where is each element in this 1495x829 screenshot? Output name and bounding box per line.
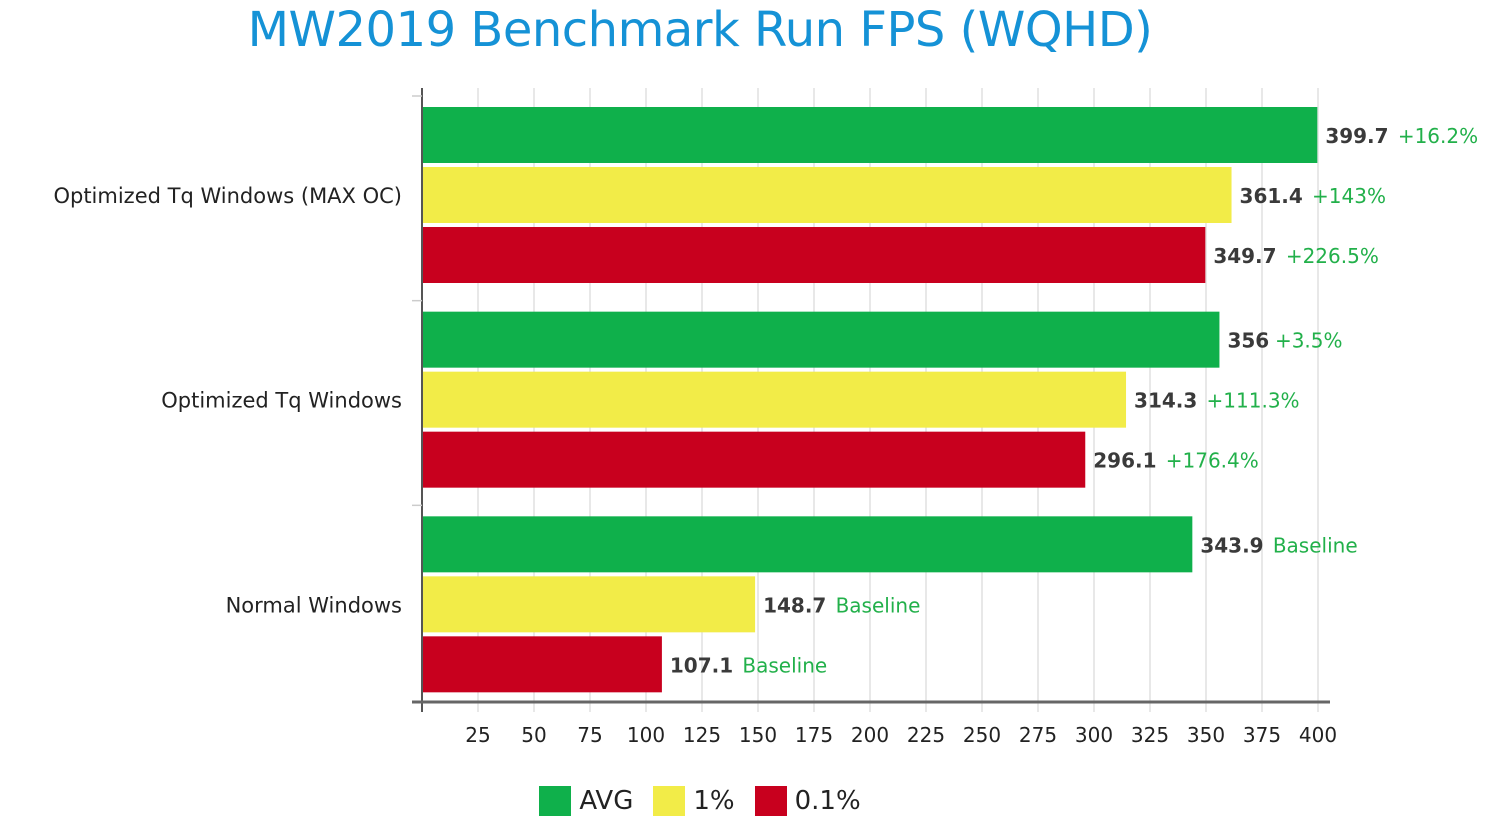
chart-title: MW2019 Benchmark Run FPS (WQHD) — [247, 2, 1153, 58]
legend-item-avg[interactable]: AVG — [539, 786, 633, 816]
legend-label-avg: AVG — [579, 786, 634, 816]
bar[interactable] — [423, 227, 1206, 283]
x-tick-label: 275 — [1019, 723, 1057, 747]
bars — [423, 107, 1318, 693]
change-annotation: +16.2% — [1398, 124, 1478, 148]
bar[interactable] — [423, 431, 1086, 488]
category-label: Optimized Tq Windows — [161, 389, 402, 413]
legend-label-1pct: 1% — [693, 786, 735, 816]
value-label: 356 — [1227, 329, 1269, 353]
bar[interactable] — [423, 636, 662, 693]
change-annotation: +226.5% — [1286, 244, 1379, 268]
value-label: 148.7 — [763, 593, 826, 617]
x-tick-label: 125 — [683, 723, 721, 747]
change-annotation: Baseline — [836, 593, 921, 617]
x-tick-label: 175 — [795, 723, 833, 747]
change-annotation: +3.5% — [1275, 329, 1343, 353]
legend-swatch-avg — [539, 786, 572, 816]
x-tick-label: 300 — [1075, 723, 1113, 747]
bar[interactable] — [423, 371, 1127, 428]
x-tick-label: 325 — [1131, 723, 1169, 747]
x-tick-label: 250 — [963, 723, 1001, 747]
x-tick-label: 75 — [577, 723, 602, 747]
bar[interactable] — [423, 311, 1220, 368]
axes — [412, 88, 1330, 712]
value-label: 107.1 — [670, 653, 733, 677]
change-annotation: +143% — [1312, 184, 1386, 208]
x-tick-label: 200 — [851, 723, 889, 747]
x-tick-label: 350 — [1187, 723, 1225, 747]
value-label: 361.4 — [1240, 184, 1303, 208]
x-tick-label: 150 — [739, 723, 777, 747]
legend-label-0-1pct: 0.1% — [794, 786, 861, 816]
change-annotation: +176.4% — [1166, 449, 1259, 473]
bar[interactable] — [423, 516, 1193, 573]
legend-swatch-0-1pct — [754, 786, 787, 816]
category-label: Normal Windows — [226, 593, 402, 617]
legend-item-0-1pct[interactable]: 0.1% — [754, 786, 861, 816]
x-tick-label: 25 — [465, 723, 490, 747]
bar[interactable] — [423, 576, 756, 633]
value-label: 296.1 — [1093, 449, 1156, 473]
labels: 25 50 75 100 125 150 175 200 225 250 275 300 325 350 3… — [53, 124, 1478, 747]
value-label: 399.7 — [1325, 124, 1388, 148]
value-label: 314.3 — [1134, 389, 1197, 413]
x-tick-label: 400 — [1299, 723, 1337, 747]
bar[interactable] — [423, 107, 1318, 163]
value-label: 349.7 — [1213, 244, 1276, 268]
change-annotation: Baseline — [1273, 533, 1358, 557]
value-label: 343.9 — [1200, 533, 1263, 557]
legend: AVG 1% 0.1% — [0, 786, 1400, 816]
bar[interactable] — [423, 167, 1232, 223]
x-tick-label: 375 — [1243, 723, 1281, 747]
x-tick-label: 225 — [907, 723, 945, 747]
x-tick-label: 100 — [627, 723, 665, 747]
legend-item-1pct[interactable]: 1% — [653, 786, 735, 816]
change-annotation: Baseline — [742, 653, 827, 677]
x-tick-label: 50 — [521, 723, 546, 747]
legend-swatch-1pct — [653, 786, 686, 816]
category-label: Optimized Tq Windows (MAX OC) — [53, 184, 402, 208]
change-annotation: +111.3% — [1207, 389, 1300, 413]
